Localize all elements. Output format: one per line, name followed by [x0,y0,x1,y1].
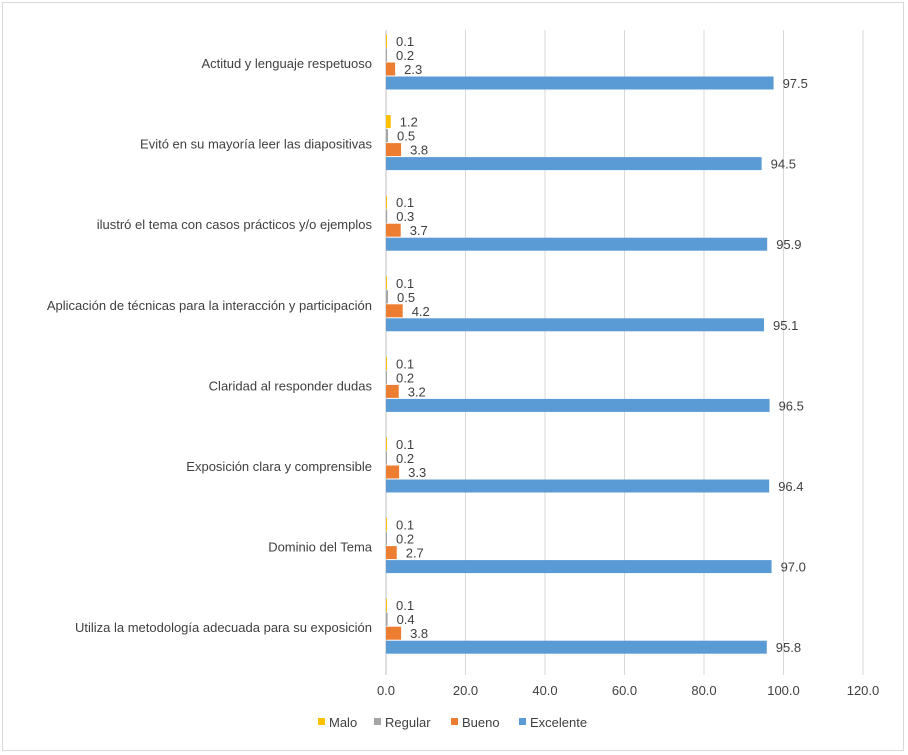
data-label: 95.9 [776,237,801,252]
bar-excelente [386,560,772,574]
bar-malo [386,195,387,209]
data-label: 95.1 [773,318,798,333]
data-label: 0.1 [396,34,414,49]
data-label: 0.3 [396,209,414,224]
category-label: Evitó en su mayoría leer las diapositiva… [140,137,372,152]
bar-bueno [386,62,396,76]
bar-excelente [386,76,774,90]
data-label: 0.1 [396,518,414,533]
bar-regular [386,129,388,143]
bar-bueno [386,465,400,479]
bar-excelente [386,398,770,412]
data-label: 3.2 [408,384,426,399]
bar-malo [386,276,387,290]
legend-label-excelente: Excelente [530,715,587,730]
bar-malo [386,34,387,48]
data-label: 95.8 [776,640,801,655]
data-label: 0.5 [397,129,415,144]
data-label: 94.5 [771,157,796,172]
bar-malo [386,437,387,451]
bar-malo [386,598,387,612]
bar-regular [386,370,387,384]
data-label: 0.2 [396,48,414,63]
category-label: Aplicación de técnicas para la interacci… [47,298,372,313]
data-label: 0.1 [396,598,414,613]
bar-bueno [386,626,402,640]
data-label: 3.3 [408,465,426,480]
data-label: 96.4 [778,479,803,494]
bar-excelente [386,640,767,654]
data-label: 1.2 [400,115,418,130]
category-label: Actitud y lenguaje respetuoso [201,56,372,71]
bar-bueno [386,546,397,560]
x-tick-label: 20.0 [453,683,478,698]
bar-malo [386,356,387,370]
x-tick-label: 80.0 [691,683,716,698]
category-label: Exposición clara y comprensible [186,459,372,474]
bar-malo [386,115,391,129]
x-tick-label: 100.0 [767,683,800,698]
legend-label-bueno: Bueno [462,715,500,730]
legend-label-regular: Regular [385,715,431,730]
data-label: 97.5 [783,76,808,91]
bar-excelente [386,479,770,493]
data-label: 3.7 [410,223,428,238]
bar-regular [386,451,387,465]
data-label: 0.1 [396,437,414,452]
data-label: 97.0 [781,560,806,575]
bar-excelente [386,318,765,332]
bar-bueno [386,384,399,398]
data-label: 0.1 [396,195,414,210]
legend-swatch-bueno [451,718,458,725]
data-label: 0.1 [396,276,414,291]
data-label: 2.7 [406,546,424,561]
data-label: 4.2 [412,304,430,319]
bar-bueno [386,304,403,318]
legend-swatch-regular [374,718,381,725]
category-label: Dominio del Tema [268,540,373,555]
x-tick-label: 120.0 [847,683,880,698]
bar-bueno [386,223,401,237]
data-label: 0.5 [397,290,415,305]
bar-excelente [386,157,762,171]
data-label: 0.1 [396,356,414,371]
bar-regular [386,532,387,546]
data-label: 0.4 [397,612,415,627]
legend-swatch-excelente [519,718,526,725]
data-label: 96.5 [779,398,804,413]
x-tick-label: 0.0 [377,683,395,698]
data-label: 3.8 [410,626,428,641]
data-label: 0.2 [396,451,414,466]
legend-label-malo: Malo [329,715,357,730]
legend-swatch-malo [318,718,325,725]
bar-regular [386,48,387,62]
bar-excelente [386,237,768,251]
x-tick-label: 40.0 [532,683,557,698]
bar-regular [386,209,388,223]
category-label: ilustró el tema con casos prácticos y/o … [97,217,373,232]
bar-regular [386,290,388,304]
x-tick-label: 60.0 [612,683,637,698]
category-label: Utiliza la metodología adecuada para su … [75,620,372,635]
data-label: 0.2 [396,532,414,547]
bar-regular [386,612,388,626]
bar-malo [386,518,387,532]
data-label: 2.3 [404,62,422,77]
data-label: 0.2 [396,370,414,385]
category-label: Claridad al responder dudas [209,378,373,393]
bar-bueno [386,143,402,157]
data-label: 3.8 [410,143,428,158]
